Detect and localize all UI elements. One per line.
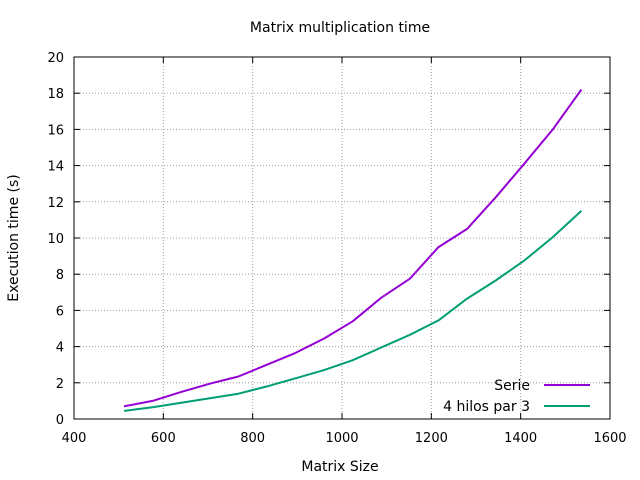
y-axis-title: Execution time (s) bbox=[6, 174, 22, 301]
grid bbox=[74, 57, 610, 419]
legend: Serie 4 hilos par 3 bbox=[443, 378, 590, 415]
x-axis-title: Matrix Size bbox=[301, 459, 378, 475]
x-tick-label: 1400 bbox=[504, 431, 537, 446]
series-line-1 bbox=[123, 89, 583, 408]
y-tick-label: 6 bbox=[56, 304, 64, 319]
plot-frame bbox=[73, 56, 611, 420]
x-tick-label: 400 bbox=[62, 431, 87, 446]
y-tick-label: 20 bbox=[47, 51, 64, 66]
x-tick-label: 1600 bbox=[593, 431, 626, 446]
series-layer bbox=[123, 89, 583, 412]
y-tick-label: 4 bbox=[56, 341, 64, 356]
x-tick-label: 1000 bbox=[325, 431, 358, 446]
y-tick-label: 10 bbox=[47, 232, 64, 247]
axis-ticks: 400 600 800 1000 1200 1400 1600 0 2 4 6 8 10 12 14 16 18… bbox=[47, 51, 626, 446]
y-tick-label: 16 bbox=[47, 123, 64, 138]
y-tick-label: 18 bbox=[47, 87, 64, 102]
x-tick-label: 600 bbox=[151, 431, 176, 446]
series-line-2 bbox=[123, 210, 583, 412]
y-tick-label: 8 bbox=[56, 268, 64, 283]
y-tick-label: 0 bbox=[56, 413, 64, 428]
legend-label: 4 hilos par 3 bbox=[443, 399, 530, 415]
y-tick-label: 14 bbox=[47, 160, 64, 175]
y-tick-label: 12 bbox=[47, 196, 64, 211]
x-tick-label: 800 bbox=[240, 431, 265, 446]
chart-title: Matrix multiplication time bbox=[250, 20, 430, 36]
legend-label: Serie bbox=[494, 378, 530, 394]
y-tick-label: 2 bbox=[56, 377, 64, 392]
x-tick-label: 1200 bbox=[415, 431, 448, 446]
